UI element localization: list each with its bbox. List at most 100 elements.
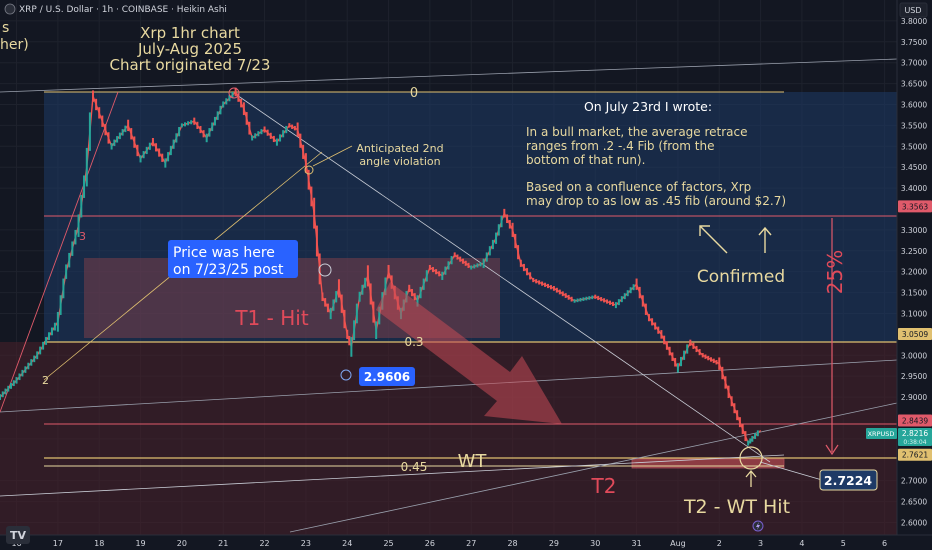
candle [526,268,529,276]
candle [535,279,538,284]
candle [555,287,558,293]
candle [266,129,269,136]
candle [387,264,390,279]
candle [686,344,689,354]
candle [169,145,172,156]
candle [254,133,257,139]
candle [208,128,211,137]
low-price-label: 2.9606 [364,370,410,384]
candle [594,294,597,299]
candle [27,362,30,370]
candle [12,380,15,387]
candle [310,186,313,207]
note-line-3: bottom of that run). [526,153,645,167]
symbol-header: XRP / U.S. Dollar · 1h · COINBASE · Heik… [19,5,227,15]
candle [24,366,27,373]
candle [251,135,254,141]
price-tick-label: 2.7000 [901,477,927,486]
title-line-1: Xrp 1hr chart [140,24,240,42]
candle [500,215,503,228]
candle [161,153,164,162]
candle [263,126,266,133]
measure-25pct-line [825,218,839,456]
time-tick-label: 2 [717,539,722,548]
candle [585,296,588,301]
candle [56,311,59,332]
candle [175,133,178,143]
angle-line-3 [0,91,119,413]
candle [567,294,570,300]
candle [361,284,364,295]
candle [15,377,18,384]
candle [335,291,338,303]
candle [570,296,573,302]
candle [42,341,45,350]
price-was-here-line-2: on 7/23/25 post [173,262,284,278]
candle [712,358,715,364]
time-tick-label: 31 [631,539,641,548]
candle [591,295,594,300]
tradingview-logo-icon[interactable]: TV [6,526,30,544]
candle [30,359,33,366]
price-tick-label: 3.4000 [901,184,927,193]
note-line-1: In a bull market, the average retrace [526,125,748,139]
candle [544,282,547,287]
t1-hit-label: T1 - Hit [234,306,308,330]
lower-channel-line [0,359,898,413]
candle [364,277,367,288]
candle [172,139,175,149]
candle [80,194,83,218]
candle [240,98,243,108]
price-tick-label: 3.2000 [901,268,927,277]
candle [497,224,500,236]
candle [736,410,739,421]
candle [53,322,56,331]
candle [503,208,506,218]
candle [190,120,193,125]
candle [441,271,444,280]
candle [522,263,525,272]
candle [136,144,139,157]
candle [529,272,532,280]
low-circle-marker [340,369,352,381]
candle [269,132,272,139]
candle [113,139,116,147]
currency-box[interactable] [899,2,928,18]
candle [366,265,369,287]
candle [491,239,494,250]
candle [485,252,488,262]
candle [654,322,657,330]
price-tick-label: 3.8000 [901,17,927,26]
candle [139,155,142,163]
time-tick-label: 28 [507,539,517,548]
time-tick-label: 4 [799,539,804,548]
candle [532,277,535,283]
time-tick-label: 24 [342,539,352,548]
top-circle-marker [228,87,240,99]
candle [304,153,307,173]
price-tick-label: 3.1000 [901,309,927,318]
candle [296,122,299,137]
candle [620,296,623,303]
t2-hit-circle [739,446,763,470]
candle [541,281,544,286]
candle [279,134,282,142]
candle [588,296,591,300]
candle [62,278,65,299]
upper-channel-line [0,58,898,93]
candle [77,214,80,237]
candle [74,229,77,245]
candle [127,119,130,132]
candle [428,264,431,271]
violation-circle-marker [304,165,314,175]
candle [219,105,222,115]
candle [340,294,343,313]
candle [665,341,668,350]
candle [288,123,291,128]
wt-label: WT [458,451,488,472]
candle [36,351,39,360]
price-tag-label: 2.8439 [902,417,928,426]
candle [39,346,42,355]
candle [482,258,485,268]
